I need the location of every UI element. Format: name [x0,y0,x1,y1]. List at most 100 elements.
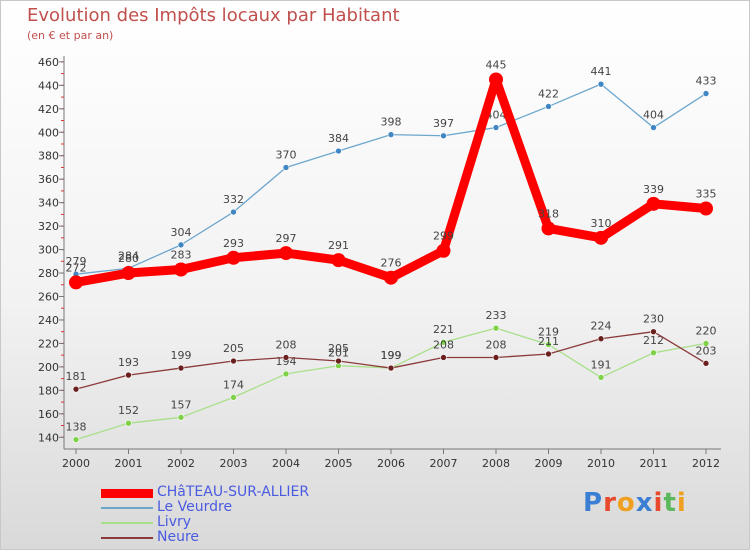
data-point [282,370,290,378]
data-label: 191 [591,358,612,371]
data-point [279,246,293,261]
legend-label: Livry [157,514,192,530]
data-point [597,80,605,88]
logo-letter: x [635,488,654,518]
logo-letter: P [583,488,604,518]
legend-label: Neure [157,529,200,545]
data-point [440,132,447,140]
x-tick-label: 2007 [430,457,458,470]
data-label: 370 [276,148,297,161]
data-point [594,230,608,245]
data-label: 220 [696,324,717,337]
data-point [440,338,447,346]
data-label: 276 [381,257,402,270]
series-line [75,327,707,441]
data-label: 174 [223,378,244,391]
data-point [177,364,185,372]
data-point [230,394,237,401]
x-tick-label: 2011 [640,457,668,470]
data-point [646,196,661,211]
x-tick-label: 2002 [167,457,195,470]
y-tick-label: 320 [38,220,59,233]
data-label: 280 [118,252,139,265]
y-tick-label: 360 [38,173,59,186]
data-point [492,354,500,361]
data-label: 199 [171,349,192,362]
data-point [331,253,346,268]
x-tick-label: 2008 [482,457,510,470]
logo-letter: i [676,488,687,518]
data-label: 199 [381,349,402,362]
data-point [489,72,503,87]
x-tick-label: 2003 [220,457,248,470]
data-point [387,131,395,138]
data-label: 272 [66,261,87,274]
data-point [545,341,552,348]
data-label: 203 [696,344,717,357]
x-tick-label: 2004 [272,457,300,470]
data-label: 404 [643,109,664,122]
data-point [121,266,136,281]
legend-label: Le Veurdre [157,499,233,515]
data-label: 224 [591,320,612,333]
legend-label: CHâTEAU-SUR-ALLIER [157,484,310,500]
data-point [72,436,80,443]
data-label: 233 [486,309,507,322]
data-point [174,262,188,277]
data-point [650,349,657,357]
data-point [702,90,710,97]
data-label: 152 [118,404,139,417]
series-3: 181 193 199 205 208 205 199 208 208 211 224 230 203 [66,313,717,393]
chart-title: Evolution des Impôts locaux par Habitant [27,5,400,26]
y-tick-label: 420 [38,103,59,116]
data-label: 181 [66,370,87,383]
y-tick-label: 400 [38,126,59,139]
data-label: 398 [381,116,402,129]
data-label: 291 [328,239,349,252]
legend-swatch [101,488,153,498]
data-label: 211 [538,335,559,348]
data-label: 230 [643,313,664,326]
logo-letter: i [653,488,664,518]
y-tick-label: 180 [38,384,59,397]
data-label: 208 [276,338,297,351]
x-tick-label: 2001 [115,457,143,470]
data-label: 441 [591,65,612,78]
legend-swatch [101,522,153,524]
y-tick-label: 280 [38,267,59,280]
data-point [650,124,657,131]
data-label: 193 [118,356,139,369]
data-label: 433 [696,75,717,88]
data-label: 318 [538,207,559,220]
data-label: 384 [328,132,349,145]
data-label: 299 [433,230,454,243]
y-tick-label: 160 [38,408,59,421]
x-tick-label: 2000 [62,457,90,470]
data-point [282,164,290,171]
data-point [125,371,132,379]
data-label: 397 [433,117,454,130]
x-tick-label: 2006 [377,457,405,470]
data-point [230,208,237,216]
data-point [440,354,447,361]
logo-letter: t [663,488,677,518]
data-label: 293 [223,237,244,250]
data-label: 199 [381,349,402,362]
data-point [177,241,185,249]
data-label: 201 [328,347,349,360]
x-tick-label: 2010 [587,457,615,470]
y-tick-label: 440 [38,79,59,92]
data-point [436,243,451,258]
y-tick-label: 300 [38,244,59,257]
data-point [387,364,395,372]
data-point [702,360,710,367]
data-label: 219 [538,326,559,339]
data-point [230,357,237,365]
data-label: 297 [276,232,297,245]
legend-swatch [101,507,153,509]
series-0: 272 280 283 293 297 291 276 299 445 318 310 339 335 [66,58,717,290]
data-point [702,340,710,347]
